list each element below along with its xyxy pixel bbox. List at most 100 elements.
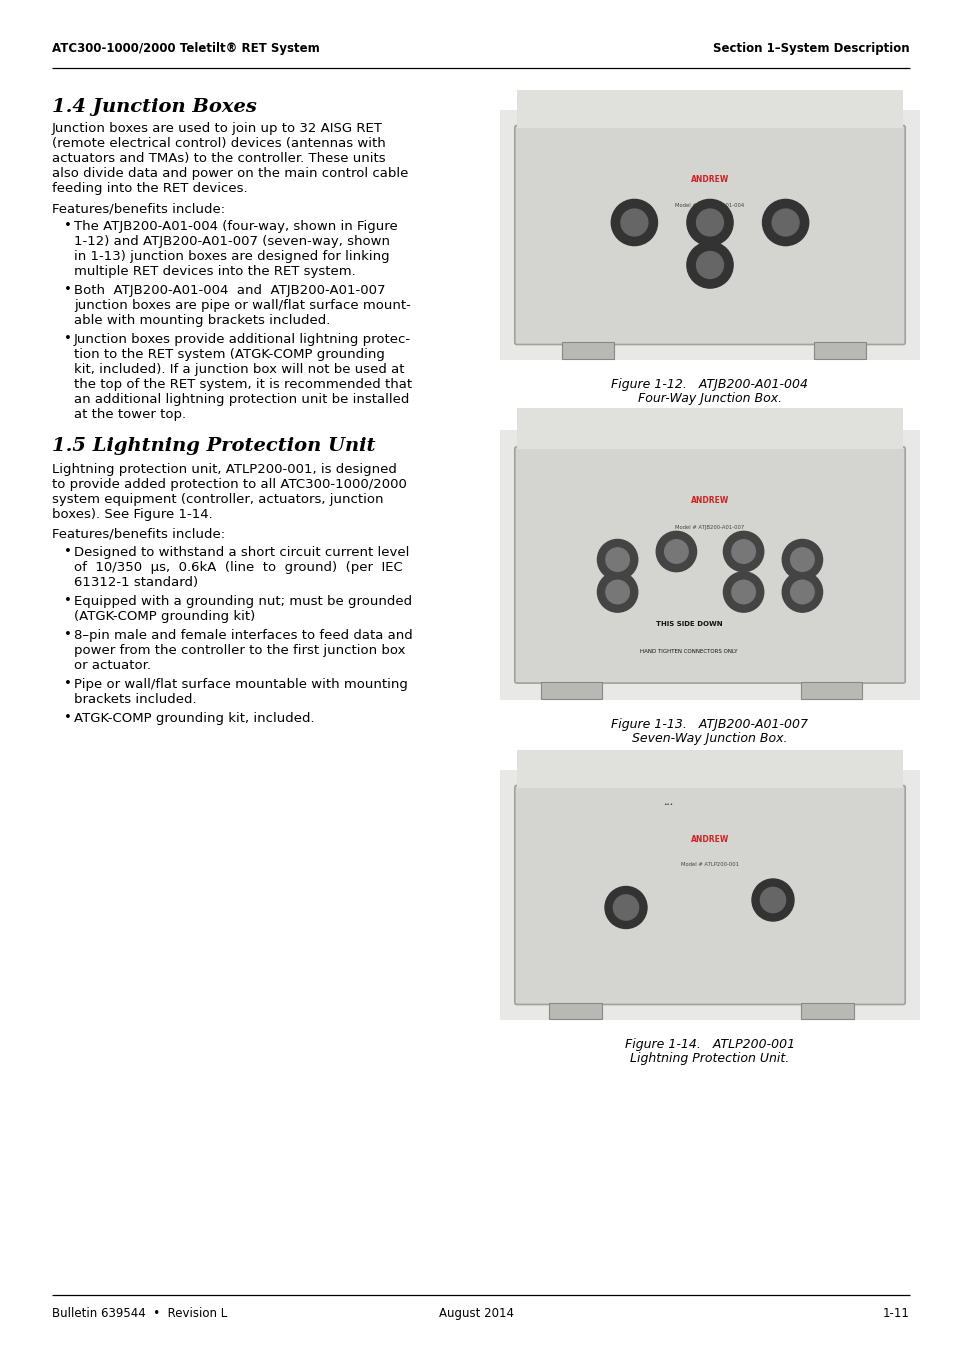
Text: Features/benefits include:: Features/benefits include: bbox=[52, 528, 225, 541]
FancyBboxPatch shape bbox=[801, 682, 862, 699]
Text: system equipment (controller, actuators, junction: system equipment (controller, actuators,… bbox=[52, 493, 383, 506]
Circle shape bbox=[604, 887, 646, 929]
Circle shape bbox=[790, 548, 813, 571]
FancyBboxPatch shape bbox=[499, 431, 919, 701]
Text: Model # ATLP200-001: Model # ATLP200-001 bbox=[680, 863, 739, 868]
Circle shape bbox=[597, 540, 638, 579]
Text: or actuator.: or actuator. bbox=[74, 659, 151, 672]
Text: in 1-13) junction boxes are designed for linking: in 1-13) junction boxes are designed for… bbox=[74, 250, 389, 263]
Text: Model # ATJB200-A01-007: Model # ATJB200-A01-007 bbox=[675, 525, 744, 529]
Text: ANDREW: ANDREW bbox=[690, 176, 728, 185]
Text: 1-11: 1-11 bbox=[882, 1307, 909, 1320]
Text: •: • bbox=[64, 594, 71, 608]
FancyBboxPatch shape bbox=[517, 90, 902, 127]
Text: junction boxes are pipe or wall/flat surface mount-: junction boxes are pipe or wall/flat sur… bbox=[74, 298, 411, 312]
Text: Figure 1-12.   ATJB200-A01-004: Figure 1-12. ATJB200-A01-004 bbox=[611, 378, 807, 392]
Text: power from the controller to the first junction box: power from the controller to the first j… bbox=[74, 644, 405, 657]
Text: brackets included.: brackets included. bbox=[74, 693, 196, 706]
Text: Figure 1-14.   ATLP200-001: Figure 1-14. ATLP200-001 bbox=[624, 1038, 794, 1052]
Text: Features/benefits include:: Features/benefits include: bbox=[52, 202, 225, 215]
Circle shape bbox=[696, 251, 722, 278]
Circle shape bbox=[771, 209, 799, 236]
Text: 8–pin male and female interfaces to feed data and: 8–pin male and female interfaces to feed… bbox=[74, 629, 413, 643]
Circle shape bbox=[722, 532, 763, 571]
Circle shape bbox=[731, 580, 755, 603]
Text: kit, included). If a junction box will not be used at: kit, included). If a junction box will n… bbox=[74, 363, 404, 377]
Text: Junction boxes are used to join up to 32 AISG RET: Junction boxes are used to join up to 32… bbox=[52, 122, 382, 135]
Circle shape bbox=[664, 540, 687, 563]
Text: also divide data and power on the main control cable: also divide data and power on the main c… bbox=[52, 167, 408, 180]
Text: Both  ATJB200-A01-004  and  ATJB200-A01-007: Both ATJB200-A01-004 and ATJB200-A01-007 bbox=[74, 284, 385, 297]
FancyBboxPatch shape bbox=[540, 682, 601, 699]
Text: Figure 1-13.   ATJB200-A01-007: Figure 1-13. ATJB200-A01-007 bbox=[611, 718, 807, 730]
Text: tion to the RET system (ATGK-COMP grounding: tion to the RET system (ATGK-COMP ground… bbox=[74, 348, 384, 360]
Text: the top of the RET system, it is recommended that: the top of the RET system, it is recomme… bbox=[74, 378, 412, 392]
Text: 1.4 Junction Boxes: 1.4 Junction Boxes bbox=[52, 99, 256, 116]
FancyBboxPatch shape bbox=[515, 447, 904, 683]
Text: Bulletin 639544  •  Revision L: Bulletin 639544 • Revision L bbox=[52, 1307, 227, 1320]
Circle shape bbox=[605, 548, 629, 571]
Text: 1-12) and ATJB200-A01-007 (seven-way, shown: 1-12) and ATJB200-A01-007 (seven-way, sh… bbox=[74, 235, 390, 248]
Text: •: • bbox=[64, 711, 71, 724]
Text: an additional lightning protection unit be installed: an additional lightning protection unit … bbox=[74, 393, 409, 406]
Circle shape bbox=[760, 887, 784, 913]
Circle shape bbox=[605, 580, 629, 603]
Circle shape bbox=[613, 895, 638, 921]
Text: •••: ••• bbox=[662, 802, 673, 807]
Text: ATC300-1000/2000 Teletilt® RET System: ATC300-1000/2000 Teletilt® RET System bbox=[52, 42, 319, 55]
Circle shape bbox=[696, 209, 722, 236]
Text: ATGK-COMP grounding kit, included.: ATGK-COMP grounding kit, included. bbox=[74, 711, 314, 725]
FancyBboxPatch shape bbox=[499, 769, 919, 1021]
FancyBboxPatch shape bbox=[515, 786, 904, 1004]
Text: of  10/350  μs,  0.6kA  (line  to  ground)  (per  IEC: of 10/350 μs, 0.6kA (line to ground) (pe… bbox=[74, 562, 402, 574]
Text: •: • bbox=[64, 545, 71, 558]
Text: to provide added protection to all ATC300-1000/2000: to provide added protection to all ATC30… bbox=[52, 478, 406, 491]
Text: Section 1–System Description: Section 1–System Description bbox=[713, 42, 909, 55]
Text: •: • bbox=[64, 676, 71, 690]
FancyBboxPatch shape bbox=[517, 751, 902, 787]
Circle shape bbox=[620, 209, 647, 236]
Circle shape bbox=[722, 572, 763, 612]
Circle shape bbox=[611, 200, 657, 246]
FancyBboxPatch shape bbox=[813, 342, 865, 359]
Circle shape bbox=[761, 200, 808, 246]
Circle shape bbox=[686, 242, 732, 288]
Text: Four-Way Junction Box.: Four-Way Junction Box. bbox=[638, 392, 781, 405]
Text: ANDREW: ANDREW bbox=[690, 495, 728, 505]
Text: feeding into the RET devices.: feeding into the RET devices. bbox=[52, 182, 248, 194]
Text: Equipped with a grounding nut; must be grounded: Equipped with a grounding nut; must be g… bbox=[74, 595, 412, 608]
Text: August 2014: August 2014 bbox=[439, 1307, 514, 1320]
Circle shape bbox=[751, 879, 793, 921]
Text: •: • bbox=[64, 628, 71, 641]
Circle shape bbox=[731, 540, 755, 563]
Text: able with mounting brackets included.: able with mounting brackets included. bbox=[74, 315, 330, 327]
Text: boxes). See Figure 1-14.: boxes). See Figure 1-14. bbox=[52, 508, 213, 521]
FancyBboxPatch shape bbox=[801, 1003, 853, 1019]
Text: at the tower top.: at the tower top. bbox=[74, 408, 186, 421]
Text: •: • bbox=[64, 219, 71, 232]
Text: The ATJB200-A01-004 (four-way, shown in Figure: The ATJB200-A01-004 (four-way, shown in … bbox=[74, 220, 397, 234]
FancyBboxPatch shape bbox=[515, 126, 904, 344]
Circle shape bbox=[781, 572, 821, 612]
Text: Lightning Protection Unit.: Lightning Protection Unit. bbox=[630, 1052, 789, 1065]
Text: Model # ATJB200-A01-004: Model # ATJB200-A01-004 bbox=[675, 202, 744, 208]
FancyBboxPatch shape bbox=[499, 109, 919, 360]
Text: multiple RET devices into the RET system.: multiple RET devices into the RET system… bbox=[74, 265, 355, 278]
Circle shape bbox=[790, 580, 813, 603]
Circle shape bbox=[781, 540, 821, 579]
Text: (remote electrical control) devices (antennas with: (remote electrical control) devices (ant… bbox=[52, 136, 385, 150]
Text: THIS SIDE DOWN: THIS SIDE DOWN bbox=[655, 621, 721, 628]
Circle shape bbox=[656, 532, 696, 571]
Text: Seven-Way Junction Box.: Seven-Way Junction Box. bbox=[632, 732, 787, 745]
Text: •: • bbox=[64, 284, 71, 296]
Circle shape bbox=[597, 572, 638, 612]
Text: 61312-1 standard): 61312-1 standard) bbox=[74, 576, 198, 589]
Text: (ATGK-COMP grounding kit): (ATGK-COMP grounding kit) bbox=[74, 610, 255, 622]
Text: ANDREW: ANDREW bbox=[690, 836, 728, 845]
Text: Junction boxes provide additional lightning protec-: Junction boxes provide additional lightn… bbox=[74, 333, 411, 346]
Text: Designed to withstand a short circuit current level: Designed to withstand a short circuit cu… bbox=[74, 545, 409, 559]
FancyBboxPatch shape bbox=[517, 409, 902, 450]
FancyBboxPatch shape bbox=[549, 1003, 601, 1019]
Text: 1.5 Lightning Protection Unit: 1.5 Lightning Protection Unit bbox=[52, 437, 375, 455]
Text: actuators and TMAs) to the controller. These units: actuators and TMAs) to the controller. T… bbox=[52, 153, 385, 165]
